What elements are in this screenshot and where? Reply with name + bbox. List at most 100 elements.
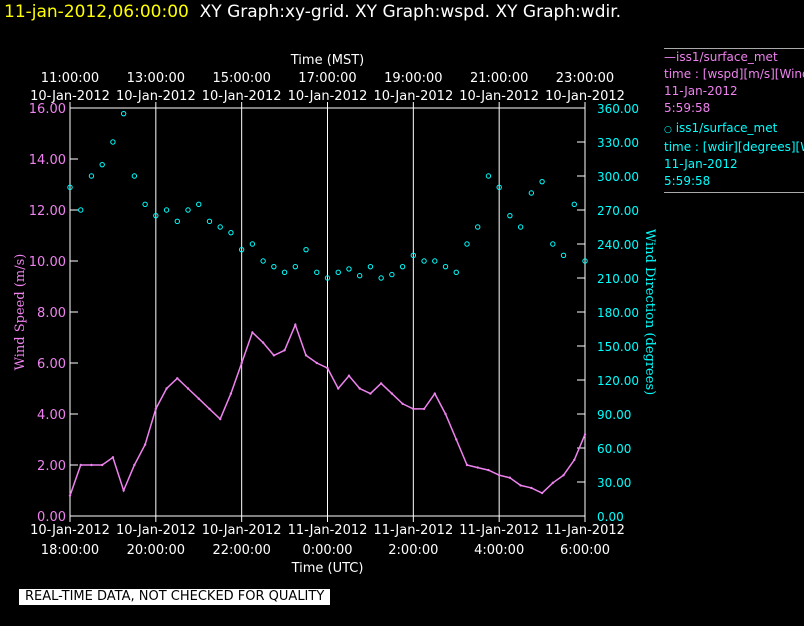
wdir-point (206, 218, 213, 225)
wdir-point (142, 201, 148, 208)
top-tick-label-time: 13:00:00 (127, 71, 185, 86)
wspd-point (412, 407, 415, 411)
x-tick-label-date: 10-Jan-2012 (30, 523, 110, 538)
y-right-tick-label: 60.00 (597, 442, 631, 456)
wspd-point (176, 377, 179, 380)
legend-wspd-var: time : [wspd][m/s][Wind (664, 67, 804, 81)
wspd-point (143, 443, 147, 446)
legend-wspd: —iss1/surface_met time : [wspd][m/s][Win… (664, 48, 804, 117)
wspd-point (401, 402, 404, 405)
wdir-point (163, 207, 170, 213)
wdir-point (421, 258, 427, 264)
wdir-point (517, 224, 524, 230)
top-tick-label-date: 10-Jan-2012 (373, 89, 453, 104)
top-tick-label-date: 10-Jan-2012 (288, 89, 368, 104)
wdir-point (485, 173, 492, 179)
wdir-point (271, 263, 277, 270)
top-tick-label-time: 19:00:00 (384, 71, 442, 86)
wdir-point (314, 269, 320, 276)
wspd-point (111, 456, 115, 459)
wspd-point (229, 392, 233, 395)
legend-wdir-var: time : [wdir][degrees][W (664, 140, 804, 154)
wspd-point (165, 387, 168, 390)
wdir-point (292, 263, 299, 270)
y-right-tick-label: 180.00 (597, 306, 639, 320)
wdir-point (571, 201, 577, 208)
wspd-point (197, 397, 200, 400)
wspd-point (358, 387, 361, 390)
wspd-point (497, 474, 501, 477)
wdir-point (442, 263, 449, 270)
y-left-tick-label: 16.00 (29, 102, 66, 117)
wspd-point (272, 354, 276, 357)
wdir-point (249, 241, 256, 247)
wdir-point (453, 269, 459, 276)
wspd-point (444, 412, 447, 416)
wspd-point (219, 417, 222, 421)
wspd-point (433, 392, 436, 395)
wdir-point (99, 161, 105, 168)
wdir-point (356, 273, 363, 279)
wspd-point (261, 341, 265, 344)
wdir-point (196, 201, 202, 208)
x-tick-label-time: 2:00:00 (388, 543, 438, 558)
y-left-tick-label: 4.00 (37, 408, 66, 423)
legend-wspd-date: 11-Jan-2012 (664, 84, 738, 98)
x-tick-label-time: 4:00:00 (474, 543, 524, 558)
y-right-tick-label: 0.00 (597, 510, 624, 524)
chart-title: 11-jan-2012,06:00:00 XY Graph:xy-grid. X… (4, 2, 621, 22)
wdir-point (378, 275, 384, 281)
legend-wdir-source: iss1/surface_met (675, 121, 778, 135)
wspd-point (326, 366, 329, 370)
y-left-tick-label: 10.00 (29, 255, 66, 270)
timestamp: 11-jan-2012,06:00:00 (4, 2, 189, 22)
wspd-point (90, 463, 93, 467)
top-tick-label-time: 23:00:00 (556, 71, 614, 86)
wspd-point (133, 463, 136, 467)
y-right-tick-label: 300.00 (597, 170, 639, 184)
wdir-point (464, 241, 470, 247)
wspd-point (186, 387, 190, 390)
wspd-point (68, 494, 72, 497)
y-right-tick-label: 270.00 (597, 204, 639, 218)
top-tick-label-time: 21:00:00 (470, 71, 528, 86)
y-left-tick-label: 0.00 (37, 510, 66, 525)
top-tick-label-time: 11:00:00 (41, 71, 99, 86)
wspd-point (122, 489, 125, 492)
legend-wdir-marker-icon: ○ (664, 125, 672, 135)
wdir-point (217, 224, 223, 230)
x-tick-label-date: 11-Jan-2012 (373, 523, 453, 538)
wspd-point (294, 323, 297, 326)
wdir-point (260, 258, 266, 264)
top-tick-label-time: 15:00:00 (212, 71, 270, 86)
y-right-tick-label: 120.00 (597, 374, 639, 388)
wdir-point (528, 190, 535, 196)
wdir-point (432, 258, 438, 264)
legend-wdir: ○ iss1/surface_met time : [wdir][degrees… (664, 120, 804, 193)
top-tick-label-date: 10-Jan-2012 (545, 89, 625, 104)
wspd-point (540, 491, 544, 495)
y-right-tick-label: 360.00 (597, 102, 639, 116)
wspd-point (369, 392, 372, 395)
wdir-point (399, 263, 406, 270)
y-left-tick-label: 6.00 (37, 357, 66, 372)
y-right-tick-label: 90.00 (597, 408, 631, 422)
wspd-point (476, 466, 479, 469)
wspd-point (79, 463, 82, 467)
wdir-point (507, 212, 513, 219)
wspd-point (379, 382, 383, 385)
graph-titles: XY Graph:xy-grid. XY Graph:wspd. XY Grap… (199, 2, 622, 22)
wspd-point (347, 374, 351, 377)
x-tick-label-date: 10-Jan-2012 (116, 523, 196, 538)
wdir-point (324, 275, 331, 281)
wspd-point (465, 463, 469, 467)
y-right-tick-label: 30.00 (597, 476, 631, 490)
wspd-point (422, 407, 426, 411)
y-right-tick-label: 150.00 (597, 340, 639, 354)
legend-wspd-source: —iss1/surface_met (664, 50, 778, 64)
wdir-point (539, 178, 545, 185)
wdir-point (550, 241, 556, 247)
wdir-point (88, 173, 95, 179)
wdir-point (496, 184, 502, 191)
